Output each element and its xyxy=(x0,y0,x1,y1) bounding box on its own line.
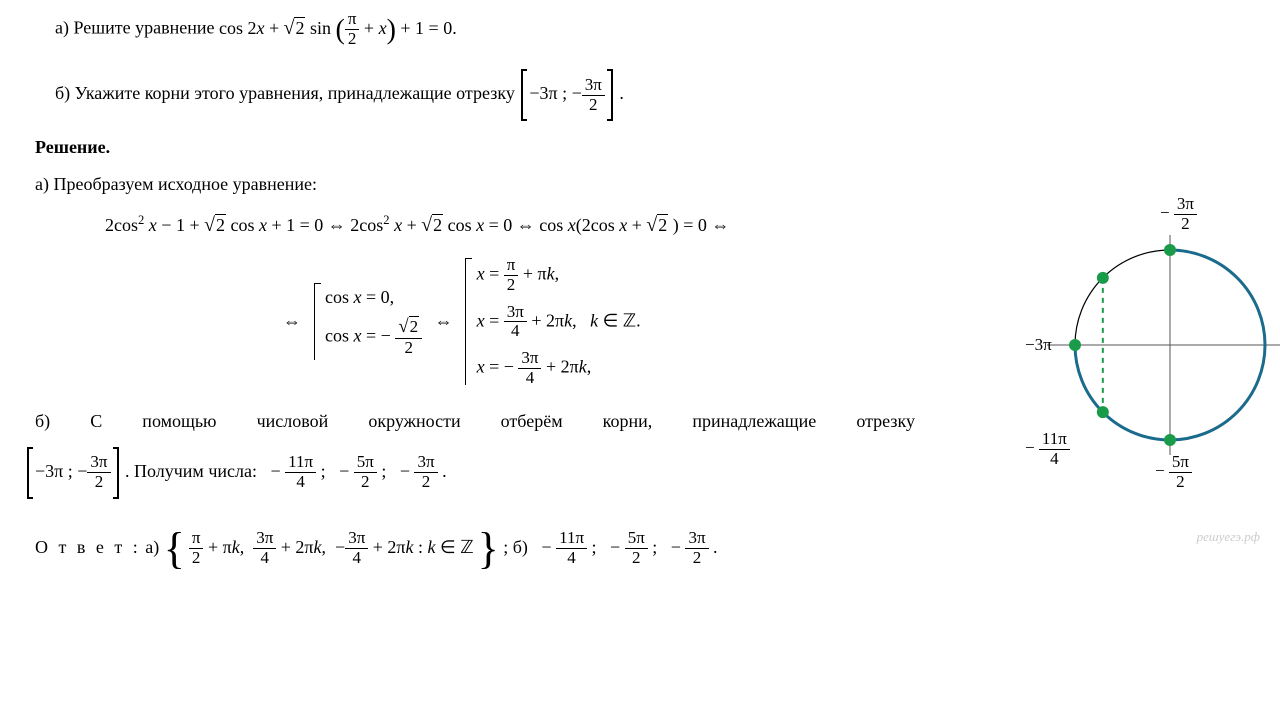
watermark: решуегэ.рф xyxy=(1197,529,1260,545)
step-b-line2: −3π ; −3π2 . Получим числа: − 11π4 ; − 5… xyxy=(25,447,955,499)
problem-a-equation: cos 2x + 2 sin (π2 + x) + 1 = 0. xyxy=(219,18,457,38)
system-1: cos x = 0, cos x = − 22 xyxy=(325,282,422,362)
solution-content: а) Решите уравнение cos 2x + 2 sin (π2 +… xyxy=(55,10,955,583)
solution-header: Решение. xyxy=(35,135,955,160)
system-bracket-2 xyxy=(465,258,472,385)
problem-a-prefix: а) Решите уравнение xyxy=(55,18,219,38)
equation-line-1: 2cos2 x − 1 + 2 cos x + 1 = 0 ⇔ 2cos2 x … xyxy=(105,212,955,239)
iff-symbol-2: ⇔ xyxy=(435,310,453,333)
step-b-line1: б) С помощью числовой окружности отберём… xyxy=(35,409,915,434)
sys2-row-1: x = 3π4 + 2πk, k ∈ ℤ. xyxy=(477,299,641,345)
circle-point-label: −3π xyxy=(1025,335,1052,355)
problem-b: б) Укажите корни этого уравнения, принад… xyxy=(55,69,955,121)
problem-a: а) Решите уравнение cos 2x + 2 sin (π2 +… xyxy=(55,10,955,49)
circle-point-label: − 5π2 xyxy=(1155,453,1192,491)
step-a-text: а) Преобразуем исходное уравнение: xyxy=(35,172,955,197)
sys1-row-1: cos x = − 22 xyxy=(325,313,422,361)
problem-b-prefix: б) Укажите корни этого уравнения, принад… xyxy=(55,83,519,103)
answer-body: а) {π2 + πk, 3π4 + 2πk, −3π4 + 2πk : k ∈… xyxy=(145,537,717,557)
system-bracket-1 xyxy=(314,283,321,360)
unit-circle-diagram: − 3π2 − 11π4 −3π − 5π2 xyxy=(1000,175,1280,535)
circle-point-label: − 3π2 xyxy=(1160,195,1197,233)
answer-label: О т в е т : xyxy=(35,537,141,557)
iff-symbol: ⇔ xyxy=(283,310,301,333)
sys2-row-0: x = π2 + πk, xyxy=(477,252,641,298)
circle-point-label: − 11π4 xyxy=(1025,430,1070,468)
circle-svg xyxy=(1000,175,1280,535)
equation-systems: ⇔ cos x = 0, cos x = − 22 ⇔ x = π2 + πk,… xyxy=(275,252,955,391)
sys2-row-2: x = − 3π4 + 2πk, xyxy=(477,345,641,391)
sys1-row-0: cos x = 0, xyxy=(325,282,422,313)
system-2: x = π2 + πk, x = 3π4 + 2πk, k ∈ ℤ. x = −… xyxy=(477,252,641,391)
answer-line: О т в е т : а) {π2 + πk, 3π4 + 2πk, −3π4… xyxy=(35,527,955,571)
problem-b-interval: −3π ; −3π2 . xyxy=(519,83,624,103)
